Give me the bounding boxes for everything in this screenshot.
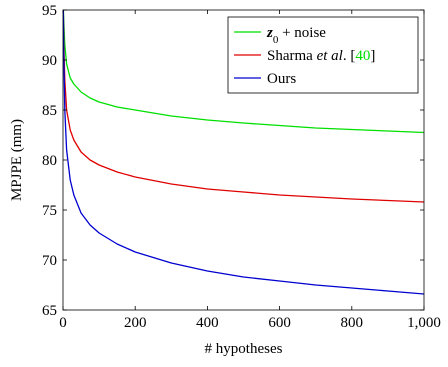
y-tick-label: 75 xyxy=(42,203,57,219)
legend-label-2: Sharma et al. [40] xyxy=(267,48,375,64)
x-tick-label: 600 xyxy=(268,315,291,331)
y-tick-label: 85 xyxy=(42,103,57,119)
x-tick-label: 800 xyxy=(341,315,364,331)
y-tick-label: 70 xyxy=(42,253,57,269)
y-axis-label: MPJPE (mm) xyxy=(9,119,25,201)
series-line-3 xyxy=(63,10,424,295)
y-tick-label: 65 xyxy=(42,303,57,319)
x-tick-label: 1,000 xyxy=(407,315,441,331)
x-tick-label: 0 xyxy=(59,315,67,331)
series-line-1 xyxy=(63,10,424,134)
y-tick-label: 80 xyxy=(42,153,57,169)
x-tick-label: 200 xyxy=(124,315,147,331)
legend-label-1: z0 + noise xyxy=(266,25,326,46)
legend: z0 + noise Sharma et al. [40] Ours xyxy=(227,16,419,94)
x-axis-label: # hypotheses xyxy=(205,341,283,357)
x-tick-label: 400 xyxy=(196,315,219,331)
y-tick-label: 90 xyxy=(42,53,57,69)
legend-label-3: Ours xyxy=(267,71,296,87)
y-tick-label: 95 xyxy=(42,3,57,19)
